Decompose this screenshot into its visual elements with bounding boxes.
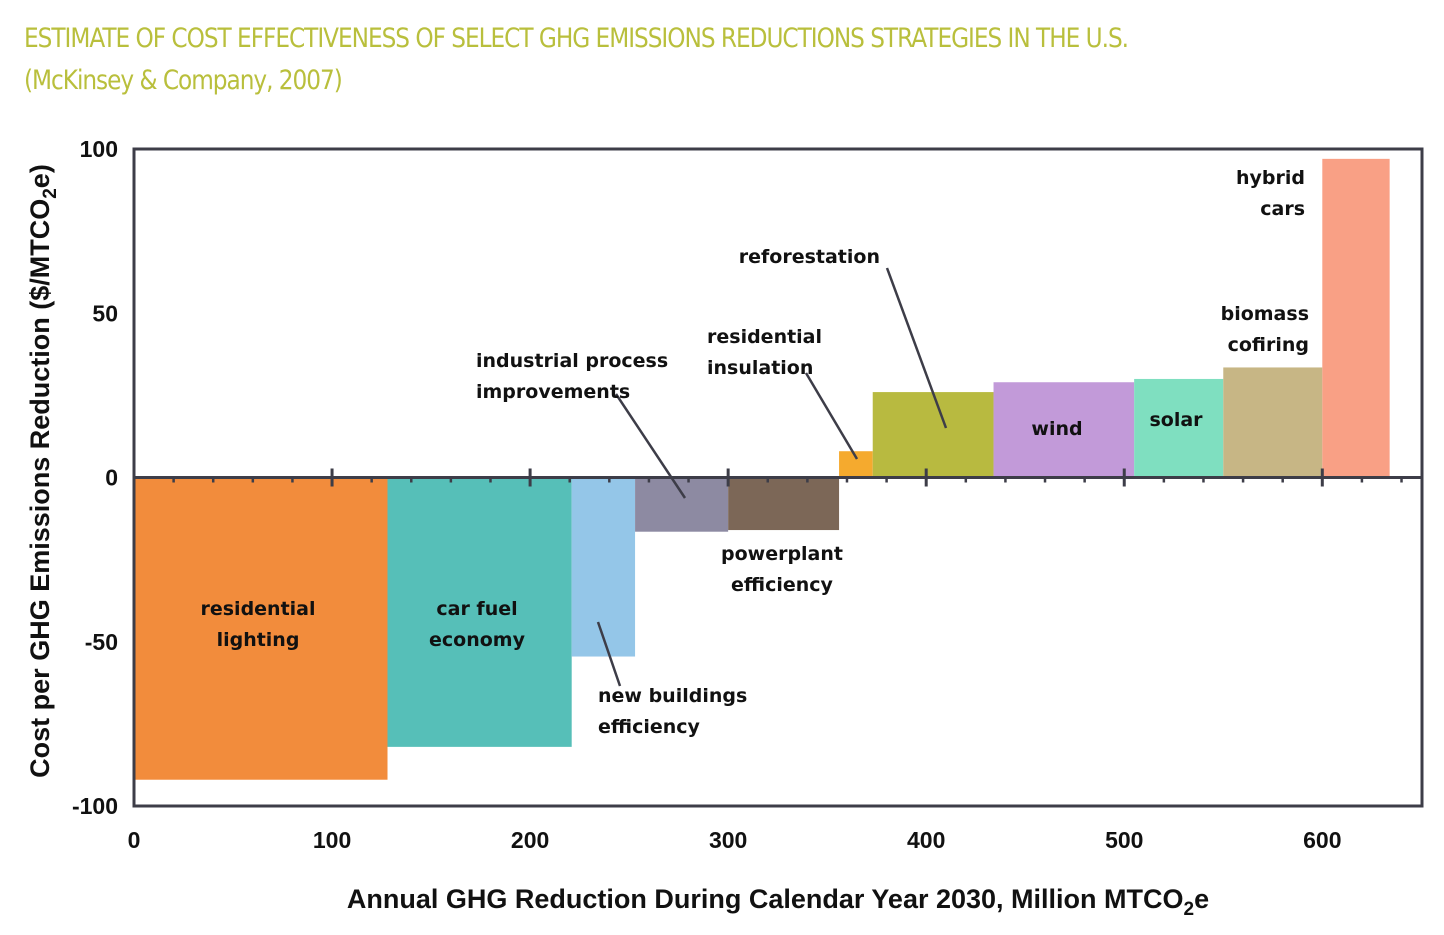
- x-axis-title-main: Annual GHG Reduction During Calendar Yea…: [347, 884, 1184, 914]
- bar-powerplant-efficiency: [728, 477, 840, 531]
- label-line: car fuel: [436, 598, 517, 620]
- leader-line-industrial-process-improvements: [614, 393, 687, 499]
- label-line: residential: [707, 326, 822, 348]
- label-line: residential: [200, 598, 315, 620]
- y-axis-title-main: Cost per GHG Emissions Reduction ($/MTCO: [25, 199, 55, 778]
- label-line: economy: [429, 629, 526, 651]
- label-line: insulation: [707, 357, 813, 379]
- label-line: solar: [1149, 409, 1203, 431]
- x-axis-title: Annual GHG Reduction During Calendar Yea…: [347, 884, 1209, 920]
- y-tick-label: 50: [92, 300, 118, 326]
- bar-reforestation: [872, 392, 994, 478]
- label-industrial-process-improvements: industrial process improvements: [476, 350, 668, 403]
- label-line: lighting: [217, 629, 300, 651]
- y-axis-title: Cost per GHG Emissions Reduction ($/MTCO…: [25, 164, 61, 778]
- label-residential-insulation: residential insulation: [707, 326, 822, 379]
- bar-hybrid-cars: [1322, 158, 1390, 478]
- label-residential-lighting: residential lighting: [200, 598, 315, 651]
- y-tick-label: 100: [80, 136, 118, 162]
- label-line: new buildings: [598, 685, 747, 707]
- label-wind: wind: [1031, 418, 1082, 440]
- y-tick-label: -100: [72, 793, 118, 819]
- bar-industrial-process-improvements: [635, 477, 729, 532]
- annotation-leaders: [596, 267, 948, 687]
- label-biomass-cofiring: biomass cofiring: [1221, 303, 1309, 356]
- x-tick-label: 600: [1303, 827, 1341, 853]
- label-line: improvements: [476, 381, 630, 403]
- leader-line-residential-insulation: [804, 372, 859, 460]
- bar-biomass-cofiring: [1223, 367, 1323, 478]
- label-line: reforestation: [739, 246, 880, 268]
- bar-annotations: residential lighting car fuel economy new bu…: [200, 167, 1309, 738]
- leader-line-reforestation: [885, 267, 948, 429]
- leader-line-new-buildings-efficiency: [596, 621, 622, 687]
- chart-title: ESTIMATE OF COST EFFECTIVENESS OF SELECT…: [24, 18, 1129, 102]
- bar-residential-lighting: [134, 477, 388, 780]
- x-tick-label: 300: [709, 827, 747, 853]
- label-line: wind: [1031, 418, 1082, 440]
- x-tick-label: 0: [128, 827, 141, 853]
- label-line: powerplant: [721, 543, 843, 565]
- label-solar: solar: [1149, 409, 1203, 431]
- label-car-fuel-economy: car fuel economy: [429, 598, 526, 651]
- label-hybrid-cars: hybrid cars: [1236, 167, 1305, 220]
- label-line: efficiency: [598, 716, 701, 738]
- label-line: industrial process: [476, 350, 668, 372]
- bar-new-buildings-efficiency: [571, 477, 636, 657]
- chart-title-line2: (McKinsey & Company, 2007): [24, 65, 343, 96]
- label-line: biomass: [1221, 303, 1309, 325]
- x-tick-label: 500: [1105, 827, 1143, 853]
- chart-title-line1: ESTIMATE OF COST EFFECTIVENESS OF SELECT…: [24, 23, 1129, 54]
- label-line: efficiency: [731, 574, 834, 596]
- label-powerplant-efficiency: powerplant efficiency: [721, 543, 843, 596]
- x-ticks: [132, 468, 1403, 487]
- x-axis-title-sub: 2: [1184, 899, 1195, 920]
- label-new-buildings-efficiency: new buildings efficiency: [598, 685, 747, 738]
- y-axis-title-tail: e): [25, 164, 55, 188]
- y-tick-label: -50: [85, 629, 118, 655]
- y-axis-title-sub: 2: [40, 188, 61, 199]
- x-tick-label: 400: [907, 827, 945, 853]
- bars-group: [134, 158, 1390, 780]
- x-tick-label: 200: [511, 827, 549, 853]
- y-tick-labels: 100 50 0 -50 -100: [72, 136, 118, 819]
- x-axis-title-tail: e: [1194, 884, 1209, 914]
- label-line: cofiring: [1228, 334, 1309, 356]
- bar-solar: [1134, 378, 1224, 478]
- label-line: hybrid: [1236, 167, 1305, 189]
- x-tick-label: 100: [313, 827, 351, 853]
- bar-car-fuel-economy: [387, 477, 572, 747]
- bar-wind: [993, 382, 1135, 478]
- x-tick-labels: 0 100 200 300 400 500 600: [128, 827, 1342, 853]
- label-line: cars: [1260, 198, 1305, 220]
- label-reforestation: reforestation: [739, 246, 880, 268]
- y-tick-label: 0: [105, 465, 118, 491]
